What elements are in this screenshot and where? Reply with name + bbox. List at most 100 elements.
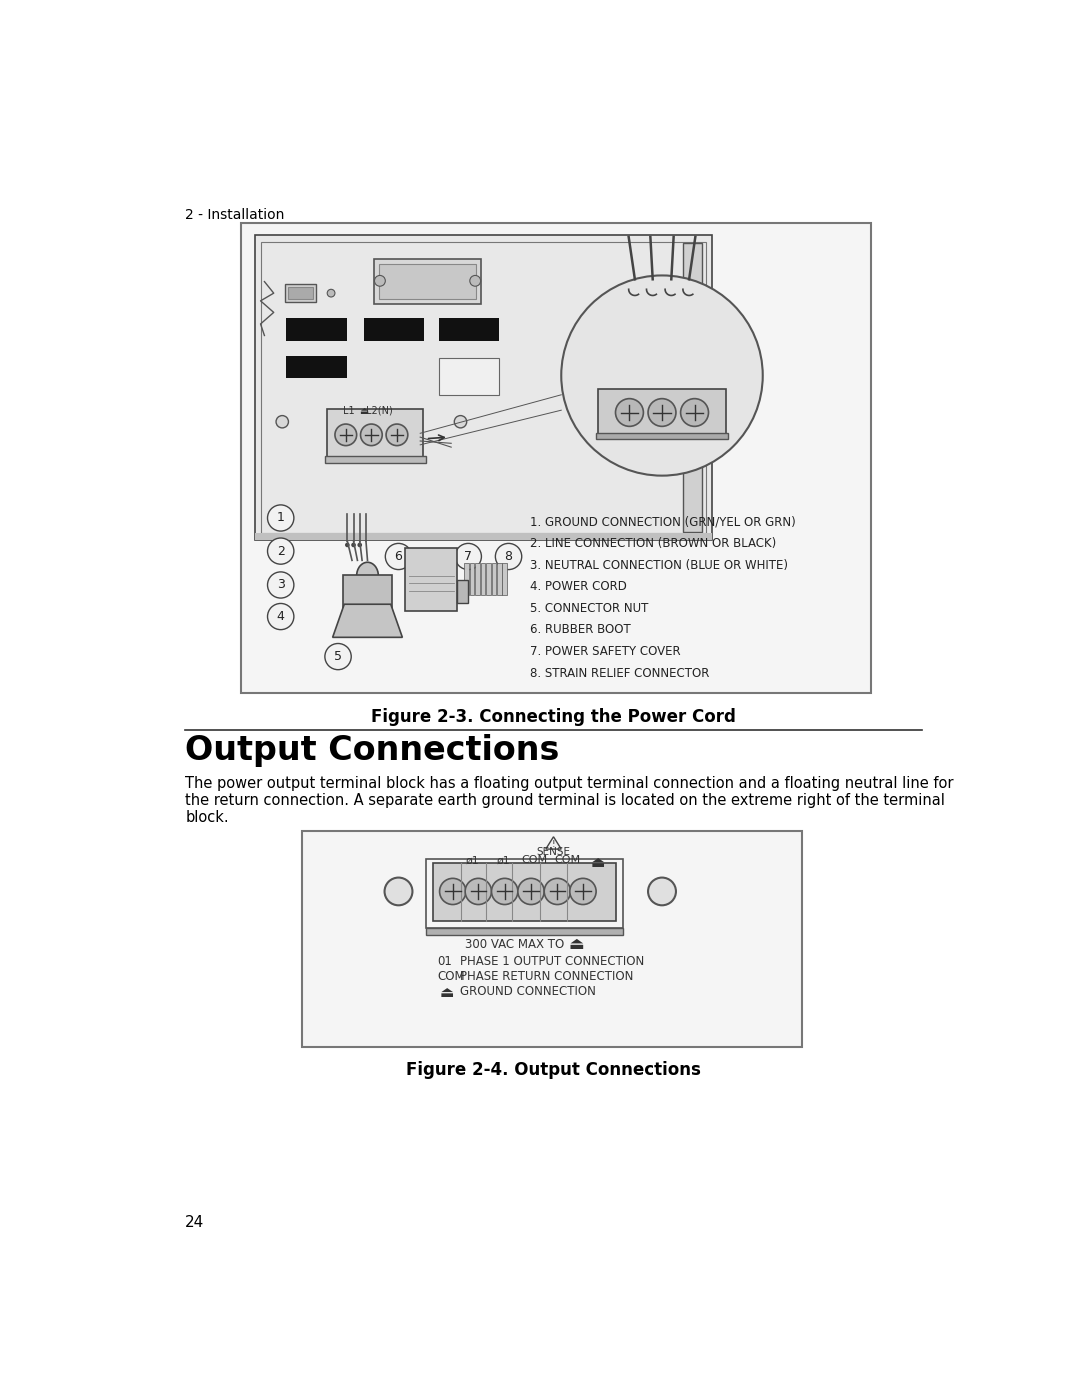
Text: ø1: ø1	[465, 855, 480, 865]
FancyBboxPatch shape	[241, 224, 872, 693]
FancyBboxPatch shape	[470, 563, 474, 595]
Text: 8: 8	[504, 550, 513, 563]
Circle shape	[648, 877, 676, 905]
Circle shape	[680, 398, 708, 426]
FancyBboxPatch shape	[325, 457, 426, 462]
FancyBboxPatch shape	[255, 534, 713, 539]
Circle shape	[570, 879, 596, 904]
Text: PHASE 1 OUTPUT CONNECTION: PHASE 1 OUTPUT CONNECTION	[460, 954, 645, 968]
FancyBboxPatch shape	[683, 243, 702, 532]
FancyBboxPatch shape	[433, 863, 616, 921]
Text: ⏏: ⏏	[440, 985, 454, 1000]
FancyBboxPatch shape	[255, 236, 713, 539]
Circle shape	[268, 504, 294, 531]
Circle shape	[470, 275, 481, 286]
FancyBboxPatch shape	[497, 563, 501, 595]
Text: 7. POWER SAFETY COVER: 7. POWER SAFETY COVER	[530, 645, 680, 658]
Circle shape	[345, 542, 350, 548]
Text: 8. STRAIN RELIEF CONNECTOR: 8. STRAIN RELIEF CONNECTOR	[530, 666, 710, 679]
Text: COM: COM	[437, 970, 464, 983]
FancyBboxPatch shape	[301, 831, 801, 1046]
FancyBboxPatch shape	[596, 433, 728, 439]
Text: 2. LINE CONNECTION (BROWN OR BLACK): 2. LINE CONNECTION (BROWN OR BLACK)	[530, 538, 777, 550]
Circle shape	[325, 644, 351, 669]
Text: 6: 6	[394, 550, 403, 563]
FancyBboxPatch shape	[374, 258, 482, 305]
FancyBboxPatch shape	[457, 580, 469, 602]
Text: 1. GROUND CONNECTION (GRN/YEL OR GRN): 1. GROUND CONNECTION (GRN/YEL OR GRN)	[530, 515, 796, 528]
Text: block.: block.	[186, 810, 229, 824]
Circle shape	[517, 879, 544, 904]
Text: COM: COM	[554, 855, 581, 865]
Circle shape	[455, 543, 482, 570]
FancyBboxPatch shape	[343, 576, 392, 615]
Circle shape	[357, 542, 362, 548]
Text: PHASE RETURN CONNECTION: PHASE RETURN CONNECTION	[460, 970, 634, 983]
Circle shape	[455, 415, 467, 427]
Text: 24: 24	[186, 1215, 204, 1229]
Text: The power output terminal block has a floating output terminal connection and a : The power output terminal block has a fl…	[186, 775, 954, 791]
Circle shape	[375, 275, 386, 286]
Circle shape	[335, 425, 356, 446]
Text: 4. POWER CORD: 4. POWER CORD	[530, 580, 627, 594]
Text: 01: 01	[437, 954, 453, 968]
FancyBboxPatch shape	[481, 563, 485, 595]
Text: 4: 4	[276, 610, 285, 623]
Polygon shape	[545, 837, 562, 849]
Text: 6. RUBBER BOOT: 6. RUBBER BOOT	[530, 623, 631, 637]
Circle shape	[465, 879, 491, 904]
Circle shape	[268, 538, 294, 564]
Circle shape	[496, 543, 522, 570]
FancyBboxPatch shape	[379, 264, 476, 299]
Text: Figure 2-4. Output Connections: Figure 2-4. Output Connections	[406, 1060, 701, 1078]
Text: Figure 2-3. Connecting the Power Cord: Figure 2-3. Connecting the Power Cord	[372, 708, 735, 726]
Text: !: !	[552, 840, 555, 849]
Ellipse shape	[356, 562, 378, 590]
Text: Output Connections: Output Connections	[186, 733, 559, 767]
Text: 1: 1	[276, 511, 285, 524]
Circle shape	[268, 571, 294, 598]
Circle shape	[361, 425, 382, 446]
FancyBboxPatch shape	[327, 409, 423, 458]
FancyBboxPatch shape	[364, 317, 424, 341]
Text: L2(N): L2(N)	[366, 405, 392, 415]
FancyBboxPatch shape	[286, 356, 347, 377]
FancyBboxPatch shape	[475, 563, 480, 595]
Text: ⏏: ⏏	[359, 405, 368, 415]
FancyBboxPatch shape	[438, 358, 499, 395]
Circle shape	[276, 415, 288, 427]
Circle shape	[386, 543, 411, 570]
FancyBboxPatch shape	[285, 284, 316, 302]
Circle shape	[327, 289, 335, 298]
FancyBboxPatch shape	[464, 563, 469, 595]
FancyBboxPatch shape	[286, 317, 347, 341]
FancyBboxPatch shape	[491, 563, 496, 595]
Text: SENSE: SENSE	[537, 847, 570, 856]
FancyBboxPatch shape	[426, 929, 623, 935]
Text: GROUND CONNECTION: GROUND CONNECTION	[460, 985, 596, 999]
FancyBboxPatch shape	[288, 286, 313, 299]
FancyBboxPatch shape	[502, 563, 507, 595]
Text: 2 - Installation: 2 - Installation	[186, 208, 285, 222]
Text: L1: L1	[343, 405, 354, 415]
Text: 2: 2	[276, 545, 285, 557]
Ellipse shape	[562, 275, 762, 475]
FancyBboxPatch shape	[438, 317, 499, 341]
FancyBboxPatch shape	[405, 548, 458, 610]
Circle shape	[384, 877, 413, 905]
Polygon shape	[333, 605, 403, 637]
Circle shape	[616, 398, 644, 426]
Text: 3: 3	[276, 578, 285, 591]
Text: 5. CONNECTOR NUT: 5. CONNECTOR NUT	[530, 602, 649, 615]
Circle shape	[351, 542, 356, 548]
Text: 7: 7	[464, 550, 472, 563]
Circle shape	[544, 879, 570, 904]
Text: the return connection. A separate earth ground terminal is located on the extrem: the return connection. A separate earth …	[186, 793, 945, 807]
Circle shape	[648, 398, 676, 426]
Text: ø1: ø1	[496, 855, 510, 865]
Circle shape	[386, 425, 408, 446]
Text: 5: 5	[334, 650, 342, 664]
Text: COM: COM	[521, 855, 548, 865]
FancyBboxPatch shape	[486, 563, 490, 595]
Circle shape	[440, 879, 465, 904]
